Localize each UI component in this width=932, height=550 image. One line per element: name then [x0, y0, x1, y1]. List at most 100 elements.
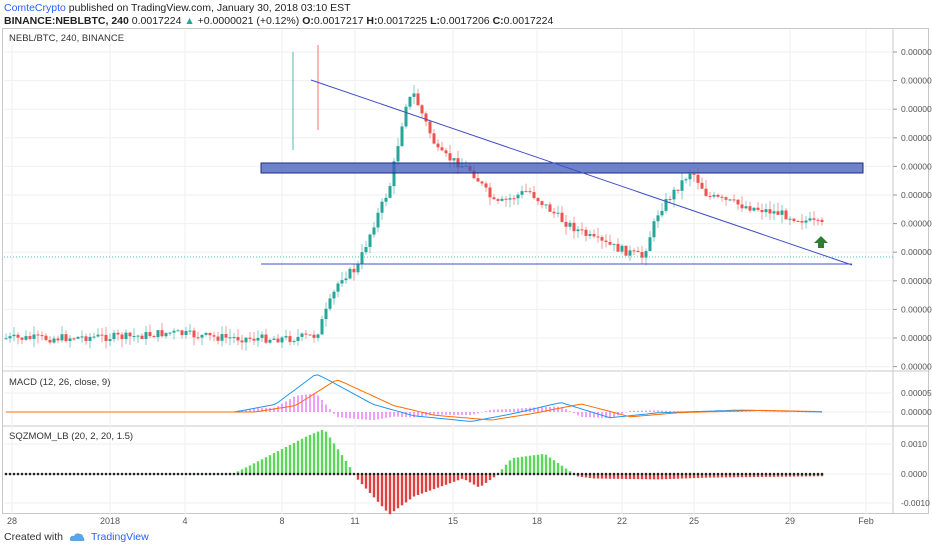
squeeze-dot	[820, 472, 824, 476]
candle-body	[324, 308, 328, 320]
squeeze-dot	[372, 472, 376, 476]
candle-body	[576, 229, 580, 232]
candle-body	[176, 330, 180, 332]
squeeze-dot	[664, 472, 668, 476]
squeeze-dot	[792, 472, 796, 476]
candle-body	[28, 336, 32, 339]
candle-body	[392, 161, 396, 187]
squeeze-dot	[784, 472, 788, 476]
squeeze-dot	[36, 472, 40, 476]
candle-body	[104, 334, 108, 342]
squeeze-dot	[788, 472, 792, 476]
candle-body	[212, 335, 216, 337]
squeeze-dot	[272, 472, 276, 476]
candle-body	[784, 210, 788, 220]
candle-body	[672, 189, 676, 200]
candle-body	[748, 206, 752, 211]
candle-body	[436, 143, 440, 148]
squeeze-dot	[24, 472, 28, 476]
squeeze-dot	[808, 472, 812, 476]
candle-body	[716, 194, 720, 197]
candle-body	[728, 199, 732, 201]
squeeze-dot	[64, 472, 68, 476]
squeeze-dot	[368, 472, 372, 476]
squeeze-dot	[204, 472, 208, 476]
squeeze-dot	[112, 472, 116, 476]
candle-body	[776, 211, 780, 215]
candle-body	[560, 212, 564, 222]
candle-body	[412, 93, 416, 97]
candle-body	[76, 336, 80, 339]
candle-body	[448, 153, 452, 161]
squeeze-dot	[460, 472, 464, 476]
squeeze-dot	[296, 472, 300, 476]
y-tick-label: 0.00000	[901, 190, 932, 200]
squeeze-dot	[260, 472, 264, 476]
squeeze-dot	[500, 472, 504, 476]
squeeze-dot	[516, 472, 520, 476]
candle-body	[800, 221, 804, 223]
candle-body	[384, 197, 388, 202]
created-with-label: Created with	[4, 531, 63, 543]
candle-body	[668, 199, 672, 201]
candle-body	[708, 195, 712, 197]
candle-body	[292, 340, 296, 342]
candle-body	[140, 335, 144, 339]
candle-body	[224, 334, 228, 338]
squeeze-dot	[676, 472, 680, 476]
squeeze-dot	[616, 472, 620, 476]
squeeze-dot	[536, 472, 540, 476]
signal-line	[6, 379, 823, 421]
published-text: published on TradingView.com, January 30…	[68, 2, 351, 14]
squeeze-dot	[48, 472, 52, 476]
candle-body	[320, 319, 324, 335]
candle-body	[656, 215, 660, 222]
author-link[interactable]: ComteCrypto	[4, 2, 66, 14]
candle-body	[772, 211, 776, 214]
candle-body	[284, 336, 288, 338]
candle-body	[40, 335, 44, 337]
squeeze-dot	[252, 472, 256, 476]
candle-body	[188, 330, 192, 332]
candle-body	[764, 209, 768, 213]
x-tick-label: 15	[448, 516, 458, 526]
squeeze-dot	[60, 472, 64, 476]
squeeze-dot	[120, 472, 124, 476]
squeeze-dot	[328, 472, 332, 476]
candle-body	[296, 336, 300, 341]
squeeze-dot	[684, 472, 688, 476]
squeeze-dot	[544, 472, 548, 476]
candle-body	[356, 263, 360, 273]
squeeze-dot	[264, 472, 268, 476]
candle-body	[92, 336, 96, 338]
squeeze-dot	[336, 472, 340, 476]
squeeze-dot	[200, 472, 204, 476]
candle-body	[228, 337, 232, 339]
candle-body	[816, 219, 820, 221]
squeeze-dot	[96, 472, 100, 476]
candle-body	[724, 197, 728, 200]
candle-body	[484, 183, 488, 188]
squeeze-dot	[308, 472, 312, 476]
tradingview-brand[interactable]: TradingView	[90, 531, 149, 543]
candle-body	[336, 283, 340, 292]
squeeze-dot	[804, 472, 808, 476]
y-tick-label: 0.00000	[901, 304, 932, 314]
squeeze-dot	[688, 472, 692, 476]
candle-body	[272, 338, 276, 340]
candle-body	[608, 241, 612, 245]
candle-body	[408, 96, 412, 107]
candle-body	[416, 93, 420, 106]
candle-body	[256, 337, 260, 341]
candle-body	[388, 186, 392, 198]
squeeze-dot	[344, 472, 348, 476]
squeeze-dot	[132, 472, 136, 476]
tradingview-cloud-icon	[69, 533, 85, 541]
candle-body	[148, 332, 152, 337]
squeeze-dot	[640, 472, 644, 476]
candle-body	[60, 334, 64, 341]
squeeze-dot	[608, 472, 612, 476]
x-tick-label: 2018	[100, 516, 120, 526]
candle-body	[808, 218, 812, 221]
